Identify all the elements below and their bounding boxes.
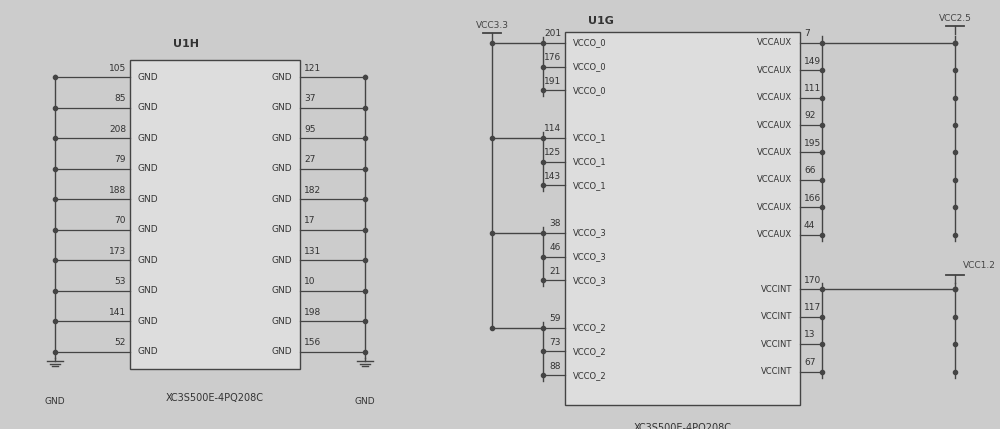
Text: 176: 176 — [544, 53, 561, 62]
Text: VCCINT: VCCINT — [761, 312, 792, 321]
Text: GND: GND — [138, 73, 159, 82]
Text: GND: GND — [138, 286, 159, 295]
Text: XC3S500E-4PQ208C: XC3S500E-4PQ208C — [166, 393, 264, 402]
Bar — [565, 32, 800, 405]
Text: VCC3.3: VCC3.3 — [476, 21, 509, 30]
Text: 125: 125 — [544, 148, 561, 157]
Text: VCCAUX: VCCAUX — [757, 203, 792, 212]
Text: VCCO_3: VCCO_3 — [573, 276, 607, 285]
Text: 53: 53 — [114, 277, 126, 286]
Text: VCCAUX: VCCAUX — [757, 121, 792, 130]
Text: 37: 37 — [304, 94, 316, 103]
Text: 38: 38 — [550, 219, 561, 228]
Text: VCCO_2: VCCO_2 — [573, 323, 607, 332]
Text: 191: 191 — [544, 77, 561, 86]
Text: 121: 121 — [304, 63, 321, 73]
Text: U1G: U1G — [588, 16, 614, 26]
Text: 70: 70 — [114, 216, 126, 225]
Text: 111: 111 — [804, 84, 821, 93]
Text: 170: 170 — [804, 276, 821, 285]
Text: 105: 105 — [109, 63, 126, 73]
Text: VCCO_1: VCCO_1 — [573, 157, 607, 166]
Text: VCCINT: VCCINT — [761, 367, 792, 376]
Text: VCCO_0: VCCO_0 — [573, 86, 607, 95]
Text: 114: 114 — [544, 124, 561, 133]
Text: 66: 66 — [804, 166, 815, 175]
Text: VCCO_3: VCCO_3 — [573, 252, 607, 261]
Text: 88: 88 — [550, 362, 561, 371]
Text: VCCO_3: VCCO_3 — [573, 228, 607, 237]
Text: GND: GND — [271, 195, 292, 204]
Text: 13: 13 — [804, 330, 815, 339]
Text: GND: GND — [138, 134, 159, 143]
Text: GND: GND — [138, 195, 159, 204]
Text: 182: 182 — [304, 185, 321, 194]
Text: 73: 73 — [550, 338, 561, 347]
Text: VCCAUX: VCCAUX — [757, 148, 792, 157]
Text: GND: GND — [138, 347, 159, 356]
Text: 143: 143 — [544, 172, 561, 181]
Text: VCCINT: VCCINT — [761, 285, 792, 294]
Text: GND: GND — [271, 73, 292, 82]
Text: 141: 141 — [109, 308, 126, 317]
Text: VCCO_0: VCCO_0 — [573, 39, 607, 47]
Text: 149: 149 — [804, 57, 821, 66]
Text: GND: GND — [271, 103, 292, 112]
Text: 44: 44 — [804, 221, 815, 230]
Text: GND: GND — [138, 225, 159, 234]
Bar — [130, 60, 300, 369]
Text: 173: 173 — [109, 247, 126, 256]
Text: 52: 52 — [115, 338, 126, 347]
Text: GND: GND — [271, 225, 292, 234]
Text: 208: 208 — [109, 124, 126, 133]
Text: GND: GND — [271, 134, 292, 143]
Text: U1H: U1H — [173, 39, 199, 49]
Text: 95: 95 — [304, 124, 316, 133]
Text: VCCAUX: VCCAUX — [757, 66, 792, 75]
Text: VCCINT: VCCINT — [761, 340, 792, 349]
Text: 188: 188 — [109, 185, 126, 194]
Text: 201: 201 — [544, 29, 561, 38]
Text: 46: 46 — [550, 243, 561, 252]
Text: VCCAUX: VCCAUX — [757, 39, 792, 47]
Text: GND: GND — [138, 317, 159, 326]
Text: 131: 131 — [304, 247, 321, 256]
Text: 67: 67 — [804, 358, 815, 367]
Text: 156: 156 — [304, 338, 321, 347]
Text: VCCAUX: VCCAUX — [757, 230, 792, 239]
Text: 7: 7 — [804, 29, 810, 38]
Text: 85: 85 — [114, 94, 126, 103]
Text: VCCO_1: VCCO_1 — [573, 181, 607, 190]
Text: GND: GND — [355, 397, 375, 406]
Text: 198: 198 — [304, 308, 321, 317]
Text: VCCO_2: VCCO_2 — [573, 371, 607, 380]
Text: GND: GND — [271, 347, 292, 356]
Text: GND: GND — [138, 256, 159, 265]
Text: GND: GND — [138, 103, 159, 112]
Text: XC3S500E-4PQ208C: XC3S500E-4PQ208C — [634, 423, 731, 429]
Text: GND: GND — [271, 286, 292, 295]
Text: 117: 117 — [804, 303, 821, 312]
Text: 59: 59 — [550, 314, 561, 323]
Text: VCCO_0: VCCO_0 — [573, 62, 607, 71]
Text: 10: 10 — [304, 277, 316, 286]
Text: 21: 21 — [550, 266, 561, 275]
Text: VCC2.5: VCC2.5 — [939, 14, 971, 23]
Text: VCCAUX: VCCAUX — [757, 93, 792, 102]
Text: 79: 79 — [114, 155, 126, 164]
Text: 166: 166 — [804, 193, 821, 202]
Text: GND: GND — [45, 397, 65, 406]
Text: 92: 92 — [804, 112, 815, 121]
Text: GND: GND — [138, 164, 159, 173]
Text: VCC1.2: VCC1.2 — [963, 261, 996, 270]
Text: 17: 17 — [304, 216, 316, 225]
Text: 27: 27 — [304, 155, 315, 164]
Text: GND: GND — [271, 164, 292, 173]
Text: VCCO_1: VCCO_1 — [573, 133, 607, 142]
Text: GND: GND — [271, 317, 292, 326]
Text: GND: GND — [271, 256, 292, 265]
Text: VCCO_2: VCCO_2 — [573, 347, 607, 356]
Text: VCCAUX: VCCAUX — [757, 175, 792, 184]
Text: 195: 195 — [804, 139, 821, 148]
